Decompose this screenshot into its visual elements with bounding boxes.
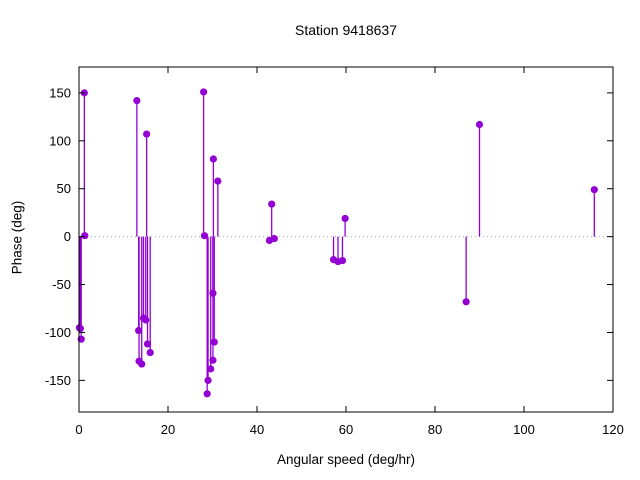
data-point xyxy=(138,360,146,368)
data-point xyxy=(135,326,143,335)
y-tick-label: 0 xyxy=(64,229,71,244)
x-tick-label: 120 xyxy=(602,422,624,437)
data-point xyxy=(207,365,215,373)
x-tick-label: 0 xyxy=(75,422,82,437)
x-tick-label: 80 xyxy=(428,422,442,437)
y-tick-label: -50 xyxy=(52,277,71,292)
plot-border xyxy=(78,66,614,413)
data-point xyxy=(209,155,217,163)
data-point xyxy=(203,390,211,398)
data-point xyxy=(462,298,470,306)
data-point xyxy=(200,88,208,96)
y-tick-label: 100 xyxy=(49,133,71,148)
x-tick-label: 40 xyxy=(250,422,264,437)
data-point xyxy=(204,376,212,384)
data-point xyxy=(209,356,217,364)
data-point xyxy=(143,130,151,138)
data-point xyxy=(200,232,209,240)
y-tick-label: 50 xyxy=(57,181,71,196)
data-point xyxy=(81,232,89,240)
data-point xyxy=(475,120,484,129)
data-point xyxy=(209,289,217,297)
data-point xyxy=(142,316,150,324)
data-point xyxy=(214,177,222,185)
chart-title: Station 9418637 xyxy=(295,22,397,38)
data-point xyxy=(341,214,349,223)
data-point xyxy=(76,325,84,333)
data-point xyxy=(268,200,276,208)
x-tick-label: 60 xyxy=(339,422,353,437)
data-point xyxy=(133,96,141,105)
data-point xyxy=(143,340,152,348)
y-tick-label: -100 xyxy=(45,325,71,340)
y-tick-label: 150 xyxy=(49,85,71,100)
data-point xyxy=(338,256,347,265)
x-axis-title: Angular speed (deg/hr) xyxy=(276,452,416,467)
x-tick-label: 20 xyxy=(161,422,175,437)
data-point xyxy=(590,186,598,194)
y-tick-label: -150 xyxy=(45,373,71,388)
data-point xyxy=(210,338,218,346)
data-point xyxy=(270,234,278,243)
data-point xyxy=(146,348,154,357)
x-tick-label: 100 xyxy=(513,422,535,437)
